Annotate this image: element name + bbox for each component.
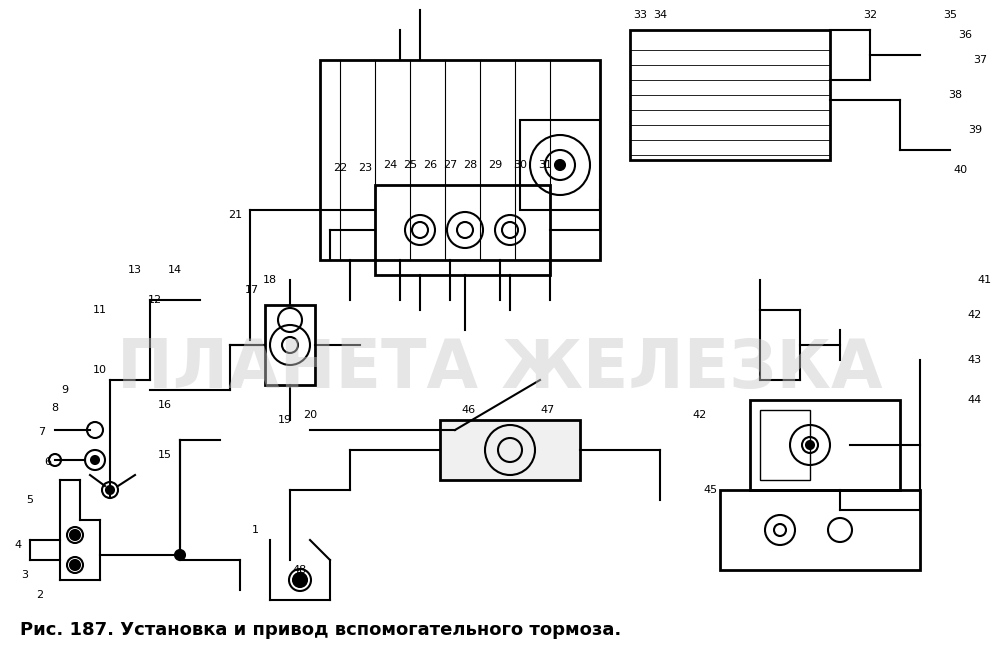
Text: 4: 4 xyxy=(14,540,22,550)
Text: 28: 28 xyxy=(463,160,477,170)
Circle shape xyxy=(106,486,114,494)
Bar xyxy=(630,30,830,160)
Text: 48: 48 xyxy=(293,565,307,575)
Bar xyxy=(750,400,900,490)
Text: 26: 26 xyxy=(423,160,437,170)
Text: 32: 32 xyxy=(863,10,877,20)
Bar xyxy=(265,305,315,385)
Text: 25: 25 xyxy=(403,160,417,170)
Text: 17: 17 xyxy=(245,285,259,295)
Text: 8: 8 xyxy=(51,403,59,413)
Text: 30: 30 xyxy=(513,160,527,170)
Bar xyxy=(320,60,600,260)
Text: 1: 1 xyxy=(252,525,258,535)
Text: 6: 6 xyxy=(44,457,52,467)
Text: 21: 21 xyxy=(228,210,242,220)
Text: 12: 12 xyxy=(148,295,162,305)
Text: 15: 15 xyxy=(158,450,172,460)
Text: 19: 19 xyxy=(278,415,292,425)
Text: 34: 34 xyxy=(653,10,667,20)
Text: 45: 45 xyxy=(703,485,717,495)
Text: Рис. 187. Установка и привод вспомогательного тормоза.: Рис. 187. Установка и привод вспомогател… xyxy=(20,621,621,639)
Text: 16: 16 xyxy=(158,400,172,410)
Text: 20: 20 xyxy=(303,410,317,420)
Text: 43: 43 xyxy=(968,355,982,365)
Text: 42: 42 xyxy=(693,410,707,420)
Text: 24: 24 xyxy=(383,160,397,170)
Circle shape xyxy=(70,530,80,540)
Text: 27: 27 xyxy=(443,160,457,170)
Text: 37: 37 xyxy=(973,55,987,65)
Text: 39: 39 xyxy=(968,125,982,135)
Text: ПЛАНЕТА ЖЕЛЕЗКА: ПЛАНЕТА ЖЕЛЕЗКА xyxy=(117,336,883,402)
Text: 11: 11 xyxy=(93,305,107,315)
Bar xyxy=(375,185,550,275)
Text: 42: 42 xyxy=(968,310,982,320)
Text: 2: 2 xyxy=(36,590,44,600)
Text: 40: 40 xyxy=(953,165,967,175)
Text: 44: 44 xyxy=(968,395,982,405)
Text: 22: 22 xyxy=(333,163,347,173)
Text: 46: 46 xyxy=(461,405,475,415)
Text: 10: 10 xyxy=(93,365,107,375)
Text: 33: 33 xyxy=(633,10,647,20)
Circle shape xyxy=(293,573,307,587)
Text: 35: 35 xyxy=(943,10,957,20)
Text: 31: 31 xyxy=(538,160,552,170)
Bar xyxy=(440,420,580,480)
Text: 38: 38 xyxy=(948,90,962,100)
Text: 3: 3 xyxy=(22,570,28,580)
Text: 14: 14 xyxy=(168,265,182,275)
Bar xyxy=(520,120,600,210)
Text: 9: 9 xyxy=(61,385,69,395)
Text: 18: 18 xyxy=(263,275,277,285)
Text: 7: 7 xyxy=(38,427,46,437)
Circle shape xyxy=(806,441,814,449)
Text: 36: 36 xyxy=(958,30,972,40)
Text: 41: 41 xyxy=(978,275,992,285)
Bar xyxy=(720,490,920,570)
Text: 23: 23 xyxy=(358,163,372,173)
Circle shape xyxy=(70,560,80,570)
Text: 29: 29 xyxy=(488,160,502,170)
Circle shape xyxy=(175,550,185,560)
Circle shape xyxy=(555,160,565,170)
Circle shape xyxy=(91,456,99,464)
Bar xyxy=(760,410,810,480)
Text: 47: 47 xyxy=(541,405,555,415)
Text: 5: 5 xyxy=(26,495,34,505)
Text: 13: 13 xyxy=(128,265,142,275)
